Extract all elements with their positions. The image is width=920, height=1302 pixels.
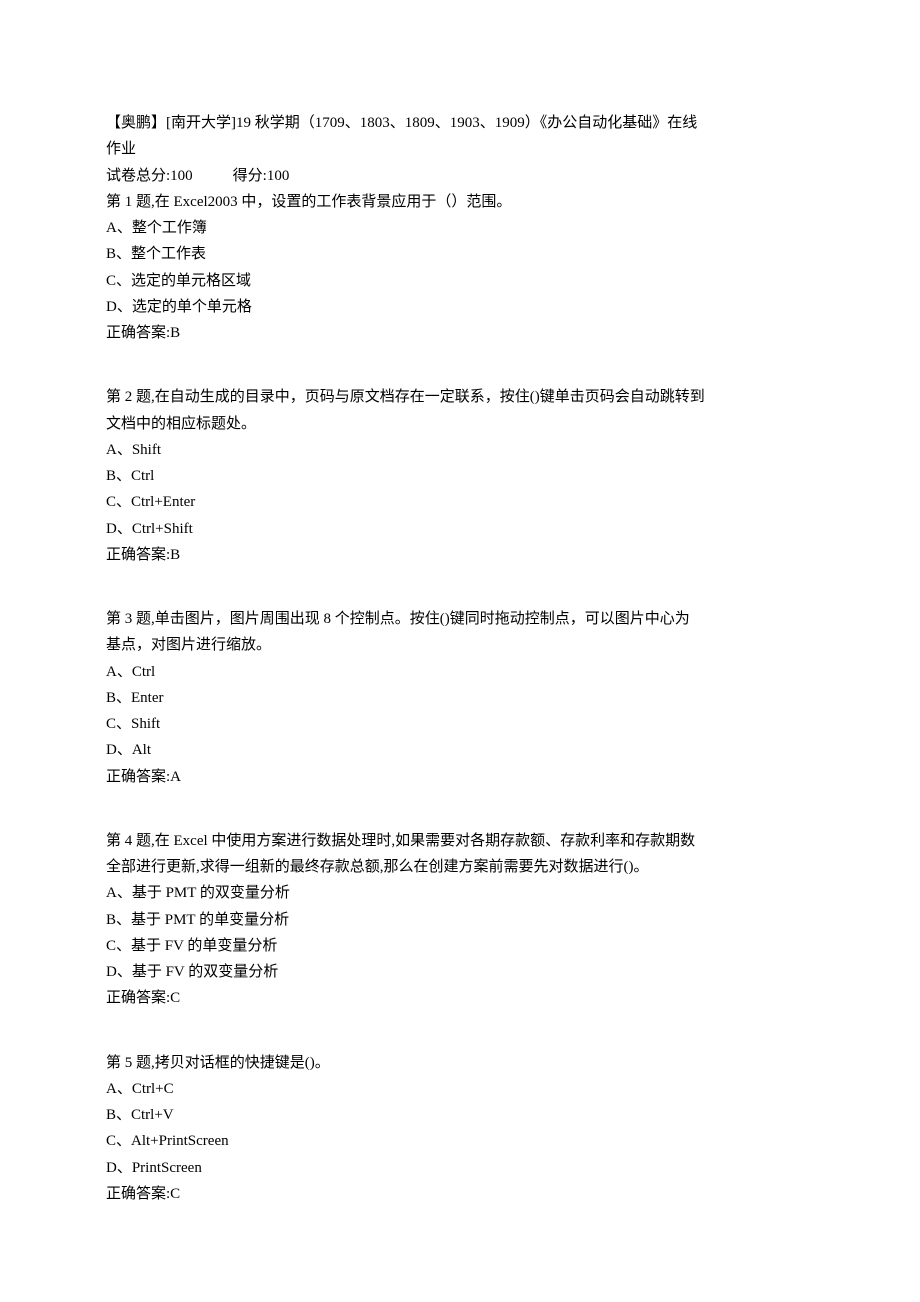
question-block: 第 1 题,在 Excel2003 中，设置的工作表背景应用于（）范围。A、整个… (106, 189, 814, 347)
question-option: A、整个工作簿 (106, 215, 814, 241)
question-stem-line: 全部进行更新,求得一组新的最终存款总额,那么在创建方案前需要先对数据进行()。 (106, 854, 814, 880)
question-stem-line: 第 3 题,单击图片，图片周围出现 8 个控制点。按住()键同时拖动控制点，可以… (106, 606, 814, 632)
question-block: 第 2 题,在自动生成的目录中，页码与原文档存在一定联系，按住()键单击页码会自… (106, 384, 814, 568)
question-option: D、选定的单个单元格 (106, 294, 814, 320)
question-option: D、基于 FV 的双变量分析 (106, 959, 814, 985)
total-score: 试卷总分:100 (106, 168, 193, 184)
doc-title-line2: 作业 (106, 136, 814, 162)
question-option: C、Alt+PrintScreen (106, 1128, 814, 1154)
question-option: B、整个工作表 (106, 241, 814, 267)
question-option: C、Shift (106, 711, 814, 737)
question-option: A、基于 PMT 的双变量分析 (106, 880, 814, 906)
questions-container: 第 1 题,在 Excel2003 中，设置的工作表背景应用于（）范围。A、整个… (106, 189, 814, 1207)
question-stem-line: 第 5 题,拷贝对话框的快捷键是()。 (106, 1050, 814, 1076)
correct-answer: 正确答案:C (106, 985, 814, 1011)
question-option: C、Ctrl+Enter (106, 489, 814, 515)
question-option: A、Shift (106, 437, 814, 463)
question-stem-line: 第 2 题,在自动生成的目录中，页码与原文档存在一定联系，按住()键单击页码会自… (106, 384, 814, 410)
document-page: 【奥鹏】[南开大学]19 秋学期（1709、1803、1809、1903、190… (0, 0, 920, 1267)
question-option: D、PrintScreen (106, 1155, 814, 1181)
correct-answer: 正确答案:B (106, 542, 814, 568)
correct-answer: 正确答案:B (106, 320, 814, 346)
question-option: B、Ctrl+V (106, 1102, 814, 1128)
correct-answer: 正确答案:A (106, 764, 814, 790)
question-block: 第 3 题,单击图片，图片周围出现 8 个控制点。按住()键同时拖动控制点，可以… (106, 606, 814, 790)
question-option: B、Ctrl (106, 463, 814, 489)
correct-answer: 正确答案:C (106, 1181, 814, 1207)
question-option: A、Ctrl+C (106, 1076, 814, 1102)
question-option: A、Ctrl (106, 659, 814, 685)
question-option: D、Alt (106, 737, 814, 763)
question-stem-line: 第 1 题,在 Excel2003 中，设置的工作表背景应用于（）范围。 (106, 189, 814, 215)
question-option: D、Ctrl+Shift (106, 516, 814, 542)
question-option: B、基于 PMT 的单变量分析 (106, 907, 814, 933)
question-stem-line: 文档中的相应标题处。 (106, 411, 814, 437)
question-block: 第 5 题,拷贝对话框的快捷键是()。A、Ctrl+CB、Ctrl+VC、Alt… (106, 1050, 814, 1208)
question-block: 第 4 题,在 Excel 中使用方案进行数据处理时,如果需要对各期存款额、存款… (106, 828, 814, 1012)
score-line: 试卷总分:100 得分:100 (106, 163, 814, 189)
question-option: C、基于 FV 的单变量分析 (106, 933, 814, 959)
doc-title-line1: 【奥鹏】[南开大学]19 秋学期（1709、1803、1809、1903、190… (106, 110, 814, 136)
got-score: 得分:100 (233, 168, 290, 184)
question-option: B、Enter (106, 685, 814, 711)
question-stem-line: 第 4 题,在 Excel 中使用方案进行数据处理时,如果需要对各期存款额、存款… (106, 828, 814, 854)
question-option: C、选定的单元格区域 (106, 268, 814, 294)
question-stem-line: 基点，对图片进行缩放。 (106, 632, 814, 658)
